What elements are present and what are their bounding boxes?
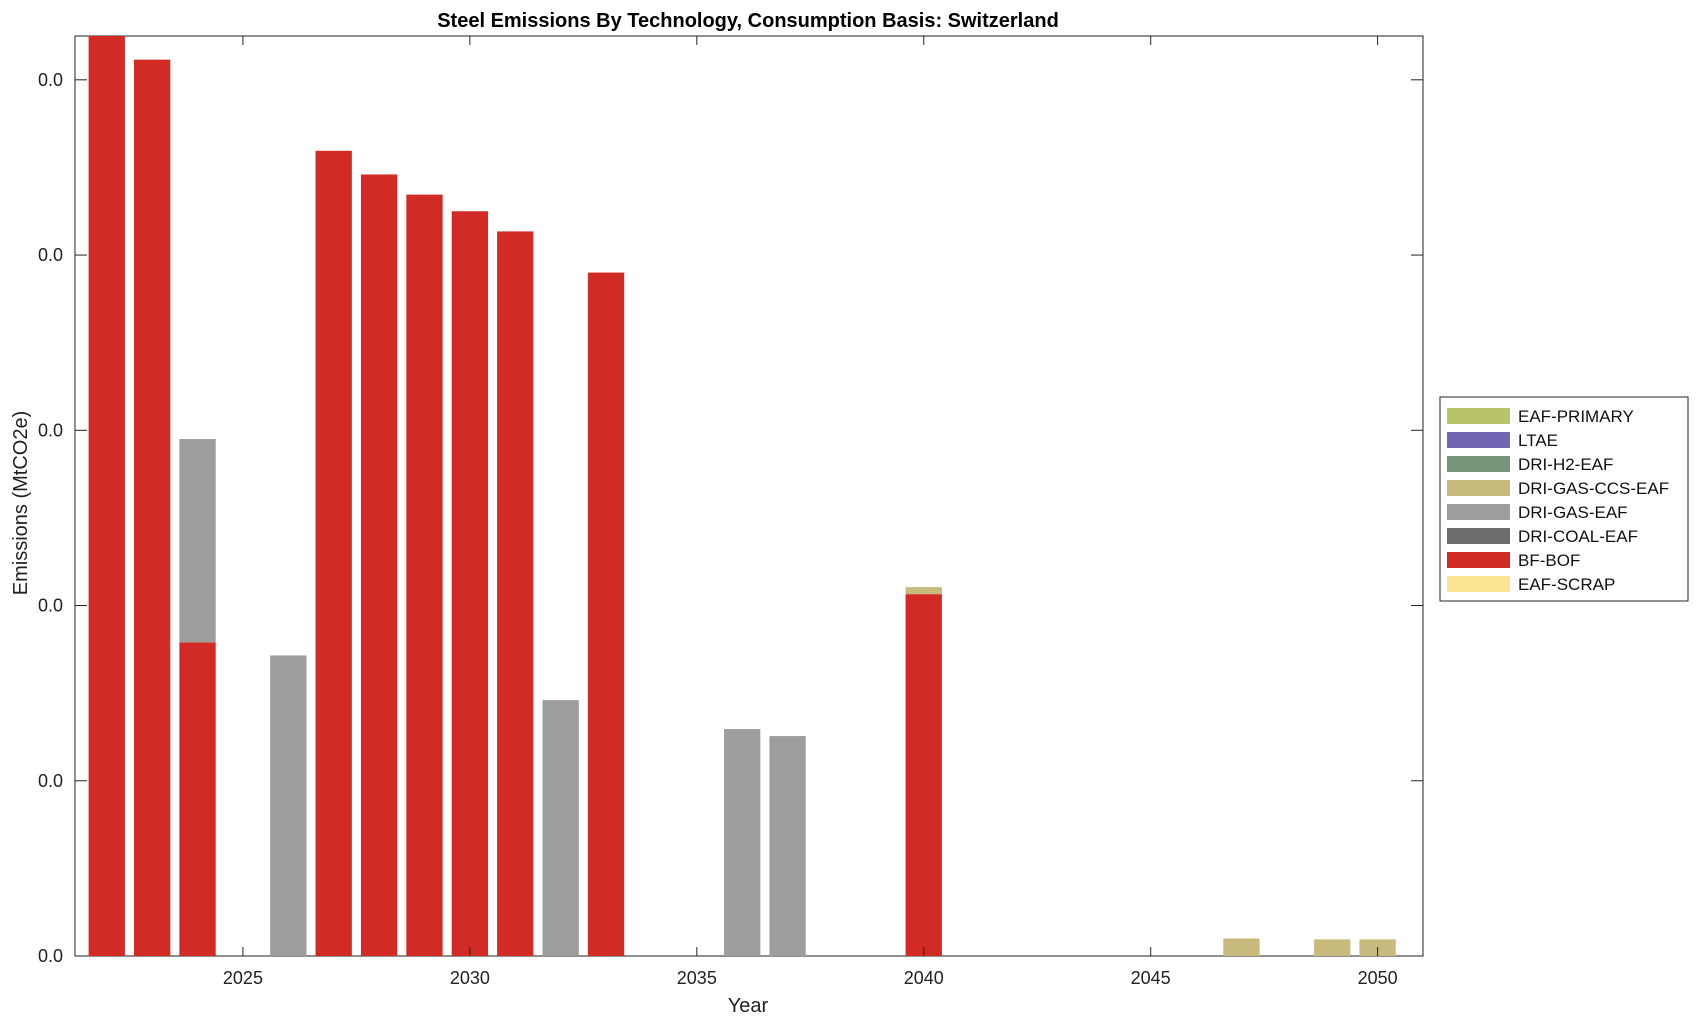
legend-box — [1439, 396, 1689, 602]
bar-bf-bof-2027 — [315, 150, 352, 956]
bar-dri-gas-ccs-eaf-2049 — [1314, 939, 1351, 956]
bar-bf-bof-2024 — [179, 642, 216, 956]
x-tick-label-2045: 2045 — [1131, 968, 1171, 988]
legend-swatch-dri-gas-eaf — [1447, 504, 1510, 520]
legend: EAF-PRIMARY LTAE DRI-H2-EAF DRI-GAS-CCS-EAF… — [1439, 396, 1689, 602]
bar-bf-bof-2022 — [88, 36, 125, 956]
y-tick-label-2: 0.0 — [38, 596, 63, 616]
legend-label-eaf-primary: EAF-PRIMARY — [1518, 407, 1634, 426]
bar-bf-bof-2031 — [497, 231, 534, 956]
bar-dri-gas-ccs-eaf-2040 — [905, 587, 942, 595]
x-tick-label-2040: 2040 — [904, 968, 944, 988]
legend-swatch-eaf-scrap — [1447, 576, 1510, 592]
legend-swatch-dri-gas-ccs-eaf — [1447, 480, 1510, 496]
bar-bf-bof-2028 — [360, 174, 398, 956]
bar-bf-bof-2030 — [451, 211, 489, 956]
x-tick-label-2030: 2030 — [450, 968, 490, 988]
bar-dri-gas-eaf-2026 — [270, 655, 307, 956]
bar-dri-gas-eaf-2032 — [542, 700, 579, 956]
chart-title: Steel Emissions By Technology, Consumpti… — [437, 10, 1059, 32]
legend-swatch-bf-bof — [1447, 552, 1510, 568]
y-tick-label-5: 0.0 — [38, 70, 63, 90]
x-tick-label-2025: 2025 — [223, 968, 263, 988]
legend-label-ltae: LTAE — [1518, 431, 1558, 450]
legend-label-bf-bof: BF-BOF — [1518, 551, 1580, 570]
y-axis-label: Emissions (MtCO2e) — [10, 411, 32, 595]
legend-swatch-dri-coal-eaf — [1447, 528, 1510, 544]
x-tick-label-2035: 2035 — [677, 968, 717, 988]
legend-label-eaf-scrap: EAF-SCRAP — [1518, 575, 1615, 594]
bar-bf-bof-2040 — [905, 594, 942, 956]
bar-dri-gas-ccs-eaf-2047 — [1223, 938, 1260, 956]
bar-bf-bof-2029 — [406, 194, 443, 957]
bar-bf-bof-2033 — [587, 272, 625, 957]
x-axis-label: Year — [728, 995, 769, 1017]
y-tick-label-3: 0.0 — [38, 420, 63, 440]
legend-label-dri-gas-eaf: DRI-GAS-EAF — [1518, 503, 1628, 522]
y-tick-label-1: 0.0 — [38, 771, 63, 791]
legend-swatch-ltae — [1447, 432, 1510, 448]
legend-label-dri-gas-ccs-eaf: DRI-GAS-CCS-EAF — [1518, 479, 1669, 498]
x-tick-label-2050: 2050 — [1358, 968, 1398, 988]
bar-dri-gas-eaf-2024 — [179, 439, 216, 643]
legend-label-dri-coal-eaf: DRI-COAL-EAF — [1518, 527, 1638, 546]
legend-swatch-dri-h2-eaf — [1447, 456, 1510, 472]
bar-dri-gas-eaf-2036 — [724, 729, 761, 956]
y-tick-label-4: 0.0 — [38, 245, 63, 265]
bar-dri-gas-eaf-2037 — [769, 736, 806, 956]
bar-bf-bof-2023 — [134, 59, 171, 956]
legend-label-dri-h2-eaf: DRI-H2-EAF — [1518, 455, 1613, 474]
plot-area: 2025 2030 2035 2040 2045 2050 0.0 0.0 0.0 0.0 0.0 0… — [38, 35, 1424, 988]
legend-swatch-eaf-primary — [1447, 408, 1510, 424]
y-tick-label-0: 0.0 — [38, 946, 63, 966]
